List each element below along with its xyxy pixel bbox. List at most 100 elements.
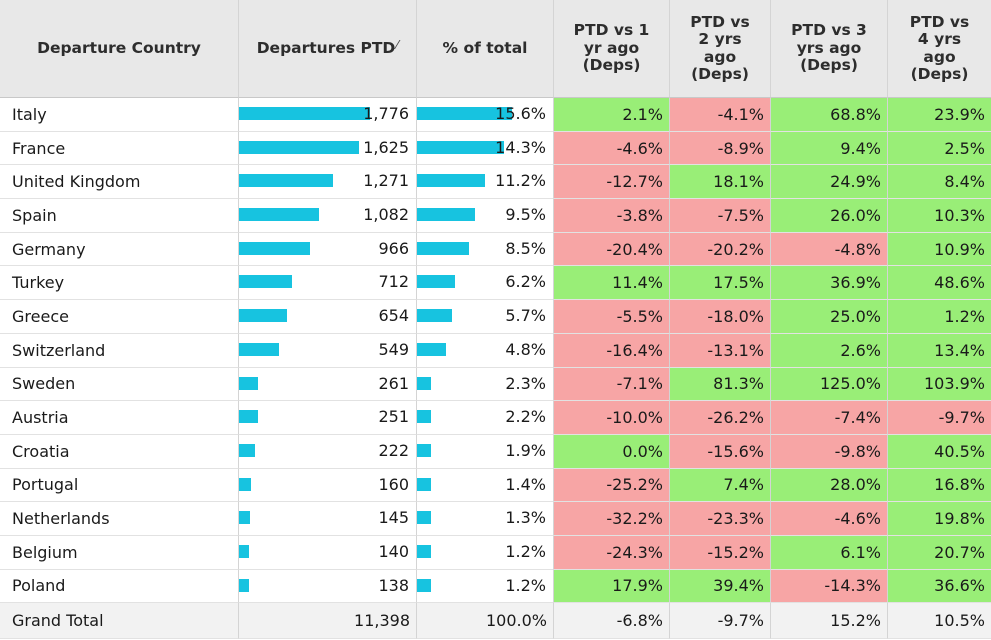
change-vs3-cell: 9.4%: [771, 131, 888, 166]
departures-value: 222: [378, 440, 409, 460]
change-vs1-cell: 2.1%: [554, 98, 670, 132]
change-vs1-cell: 17.9%: [554, 569, 670, 604]
change-vs2-cell: -23.3%: [670, 502, 771, 536]
change-vs1-cell: -5.5%: [554, 300, 670, 334]
departures-bar: [239, 410, 258, 424]
change-vs3-cell: -4.8%: [771, 232, 888, 267]
pct-total-cell: 6.2%: [417, 266, 554, 301]
departures-value: 138: [378, 575, 409, 595]
pct-total-value: 8.5%: [505, 238, 546, 258]
header-departure-country[interactable]: Departure Country: [0, 0, 239, 98]
grand-total-row: Grand Total 11,398 100.0% -6.8% -9.7% 15…: [0, 603, 991, 640]
pct-total-cell: 14.3%: [417, 131, 554, 166]
header-ptd-vs-4yrs[interactable]: PTD vs 4 yrs ago (Deps): [888, 0, 991, 98]
pct-total-value: 14.3%: [495, 137, 546, 157]
departures-bar: [239, 140, 359, 154]
change-vs4-cell: 16.8%: [888, 468, 991, 503]
change-vs4-cell: 1.2%: [888, 300, 991, 334]
country-cell: Belgium: [0, 535, 239, 570]
change-vs2-cell: 7.4%: [670, 468, 771, 503]
departures-cell: 654: [239, 300, 417, 334]
change-vs3-cell: 36.9%: [771, 266, 888, 301]
sort-icon[interactable]: ⁄: [396, 37, 399, 52]
change-vs4-cell: -9.7%: [888, 401, 991, 435]
pct-total-cell: 5.7%: [417, 300, 554, 334]
change-vs4-cell: 40.5%: [888, 434, 991, 469]
country-cell: Germany: [0, 232, 239, 267]
pct-total-bar: [417, 410, 431, 424]
pct-total-cell: 9.5%: [417, 199, 554, 233]
header-pct-total[interactable]: % of total: [417, 0, 554, 98]
departures-cell: 138: [239, 569, 417, 604]
pct-total-cell: 8.5%: [417, 232, 554, 267]
change-vs3-cell: 6.1%: [771, 535, 888, 570]
change-vs1-cell: 0.0%: [554, 434, 670, 469]
change-vs2-cell: 81.3%: [670, 367, 771, 402]
change-vs4-cell: 36.6%: [888, 569, 991, 604]
change-vs1-cell: -20.4%: [554, 232, 670, 267]
departures-bar: [239, 208, 319, 222]
table-body: Italy 1,776 15.6% 2.1% -4.1% 68.8% 23.9% France…: [0, 98, 991, 604]
departures-bar: [239, 511, 250, 525]
header-ptd-vs-3yrs[interactable]: PTD vs 3 yrs ago (Deps): [771, 0, 888, 98]
change-vs3-cell: -7.4%: [771, 401, 888, 435]
grand-total-vs4: 10.5%: [888, 603, 991, 640]
country-cell: Greece: [0, 300, 239, 334]
pct-total-bar: [417, 275, 455, 289]
country-cell: Austria: [0, 401, 239, 435]
table-row: Poland 138 1.2% 17.9% 39.4% -14.3% 36.6%: [0, 569, 991, 604]
pct-total-value: 6.2%: [505, 272, 546, 292]
departures-value: 145: [378, 508, 409, 528]
pct-total-cell: 1.2%: [417, 569, 554, 604]
change-vs1-cell: -25.2%: [554, 468, 670, 503]
pct-total-cell: 15.6%: [417, 98, 554, 132]
header-departures-ptd[interactable]: Departures PTD ⁄: [239, 0, 417, 98]
change-vs1-cell: -32.2%: [554, 502, 670, 536]
pct-total-value: 1.2%: [505, 541, 546, 561]
grand-total-departures: 11,398: [239, 603, 417, 640]
departures-cell: 145: [239, 502, 417, 536]
departures-value: 549: [378, 339, 409, 359]
header-row: Departure Country Departures PTD ⁄ % of t…: [0, 0, 991, 98]
table-row: Netherlands 145 1.3% -32.2% -23.3% -4.6% 19.8%: [0, 502, 991, 536]
departures-cell: 966: [239, 232, 417, 267]
country-cell: Poland: [0, 569, 239, 604]
pct-total-value: 4.8%: [505, 339, 546, 359]
departures-cell: 251: [239, 401, 417, 435]
pct-total-value: 1.4%: [505, 474, 546, 494]
pct-total-value: 11.2%: [495, 171, 546, 191]
pct-total-bar: [417, 342, 446, 356]
departures-value: 966: [378, 238, 409, 258]
header-ptd-vs-2yrs[interactable]: PTD vs 2 yrs ago (Deps): [670, 0, 771, 98]
change-vs3-cell: 24.9%: [771, 165, 888, 200]
departures-bar: [239, 174, 333, 188]
departures-cell: 160: [239, 468, 417, 503]
grand-total-pct: 100.0%: [417, 603, 554, 640]
change-vs4-cell: 2.5%: [888, 131, 991, 166]
pct-total-value: 1.2%: [505, 575, 546, 595]
country-cell: Sweden: [0, 367, 239, 402]
departures-bar: [239, 443, 255, 457]
departures-value: 1,271: [363, 171, 409, 191]
departures-cell: 222: [239, 434, 417, 469]
change-vs1-cell: -10.0%: [554, 401, 670, 435]
pct-total-bar: [417, 174, 485, 188]
header-ptd-vs-1yr[interactable]: PTD vs 1 yr ago (Deps): [554, 0, 670, 98]
change-vs1-cell: -3.8%: [554, 199, 670, 233]
change-vs2-cell: -8.9%: [670, 131, 771, 166]
departures-value: 160: [378, 474, 409, 494]
pct-total-bar: [417, 309, 452, 323]
change-vs2-cell: -15.6%: [670, 434, 771, 469]
grand-total-vs2: -9.7%: [670, 603, 771, 640]
change-vs2-cell: 18.1%: [670, 165, 771, 200]
change-vs3-cell: 26.0%: [771, 199, 888, 233]
table-row: Turkey 712 6.2% 11.4% 17.5% 36.9% 48.6%: [0, 266, 991, 301]
pct-total-bar: [417, 443, 431, 457]
pct-total-bar: [417, 208, 475, 222]
pct-total-value: 9.5%: [505, 205, 546, 225]
departures-bar: [239, 544, 249, 558]
departures-bar: [239, 477, 251, 491]
pct-total-value: 5.7%: [505, 306, 546, 326]
change-vs2-cell: -7.5%: [670, 199, 771, 233]
